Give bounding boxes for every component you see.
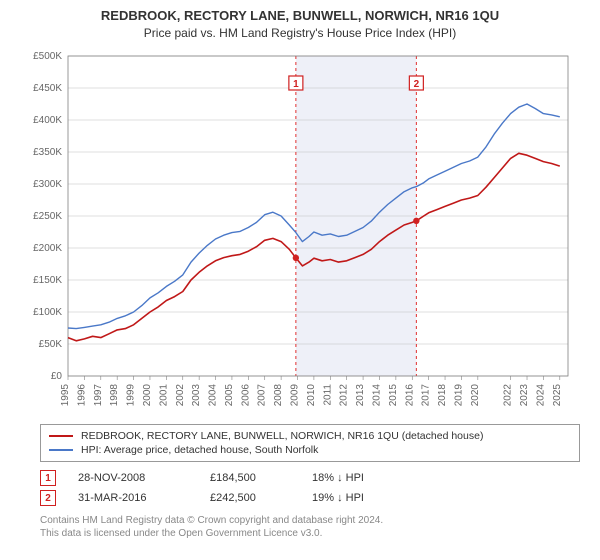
svg-text:£200K: £200K: [33, 243, 62, 254]
svg-text:2024: 2024: [535, 384, 546, 407]
svg-text:£50K: £50K: [39, 339, 63, 350]
legend-row-series-0: REDBROOK, RECTORY LANE, BUNWELL, NORWICH…: [49, 429, 571, 443]
svg-text:£150K: £150K: [33, 275, 62, 286]
point-date-2: 31-MAR-2016: [78, 492, 188, 504]
svg-text:2020: 2020: [470, 384, 481, 407]
legend-label-0: REDBROOK, RECTORY LANE, BUNWELL, NORWICH…: [81, 430, 483, 442]
legend-swatch-1: [49, 449, 73, 451]
svg-text:1999: 1999: [126, 384, 137, 407]
svg-text:1: 1: [293, 79, 299, 90]
svg-text:2018: 2018: [437, 384, 448, 407]
svg-text:£350K: £350K: [33, 147, 62, 158]
svg-text:2010: 2010: [306, 384, 317, 407]
footer-line-1: Contains HM Land Registry data © Crown c…: [40, 514, 580, 527]
svg-text:2002: 2002: [175, 384, 186, 407]
point-row-2: 2 31-MAR-2016 £242,500 19% ↓ HPI: [40, 488, 580, 508]
svg-text:2: 2: [414, 79, 420, 90]
svg-text:£100K: £100K: [33, 307, 62, 318]
svg-text:£500K: £500K: [33, 51, 62, 62]
svg-text:2017: 2017: [421, 384, 432, 407]
svg-text:2025: 2025: [552, 384, 563, 407]
svg-text:2022: 2022: [503, 384, 514, 407]
point-row-1: 1 28-NOV-2008 £184,500 18% ↓ HPI: [40, 468, 580, 488]
svg-text:£0: £0: [51, 371, 63, 382]
line-chart-svg: £0 £50K £100K £150K £200K £250K £300K £350K £400…: [20, 46, 580, 416]
svg-text:2009: 2009: [290, 384, 301, 407]
transaction-points-table: 1 28-NOV-2008 £184,500 18% ↓ HPI 2 31-MA…: [40, 468, 580, 508]
svg-text:£450K: £450K: [33, 83, 62, 94]
point-marker-1: 1: [40, 470, 56, 486]
chart-container: REDBROOK, RECTORY LANE, BUNWELL, NORWICH…: [0, 0, 600, 560]
svg-text:2001: 2001: [158, 384, 169, 407]
svg-text:2014: 2014: [371, 384, 382, 407]
chart-title: REDBROOK, RECTORY LANE, BUNWELL, NORWICH…: [0, 0, 600, 23]
svg-text:2023: 2023: [519, 384, 530, 407]
svg-text:2007: 2007: [257, 384, 268, 407]
footer-line-2: This data is licensed under the Open Gov…: [40, 527, 580, 540]
legend-label-1: HPI: Average price, detached house, Sout…: [81, 444, 318, 456]
svg-text:£300K: £300K: [33, 179, 62, 190]
svg-text:2012: 2012: [339, 384, 350, 407]
footer-attribution: Contains HM Land Registry data © Crown c…: [40, 514, 580, 540]
svg-text:2015: 2015: [388, 384, 399, 407]
svg-text:£250K: £250K: [33, 211, 62, 222]
legend-row-series-1: HPI: Average price, detached house, Sout…: [49, 443, 571, 457]
svg-text:£400K: £400K: [33, 115, 62, 126]
svg-text:2008: 2008: [273, 384, 284, 407]
svg-text:2005: 2005: [224, 384, 235, 407]
svg-text:2000: 2000: [142, 384, 153, 407]
point-delta-2: 19% ↓ HPI: [312, 492, 402, 504]
svg-text:2013: 2013: [355, 384, 366, 407]
chart-subtitle: Price paid vs. HM Land Registry's House …: [0, 23, 600, 46]
svg-text:1998: 1998: [109, 384, 120, 407]
point-date-1: 28-NOV-2008: [78, 472, 188, 484]
legend: REDBROOK, RECTORY LANE, BUNWELL, NORWICH…: [40, 424, 580, 462]
svg-text:2004: 2004: [208, 384, 219, 407]
point-delta-1: 18% ↓ HPI: [312, 472, 402, 484]
svg-text:2006: 2006: [240, 384, 251, 407]
point-price-2: £242,500: [210, 492, 290, 504]
point-marker-2: 2: [40, 490, 56, 506]
svg-text:1996: 1996: [76, 384, 87, 407]
svg-text:2003: 2003: [191, 384, 202, 407]
svg-text:1997: 1997: [93, 384, 104, 407]
svg-text:2011: 2011: [322, 384, 333, 406]
chart-plot-area: £0 £50K £100K £150K £200K £250K £300K £350K £400…: [20, 46, 580, 416]
svg-text:2019: 2019: [453, 384, 464, 407]
legend-swatch-0: [49, 435, 73, 437]
svg-text:2016: 2016: [404, 384, 415, 407]
point-price-1: £184,500: [210, 472, 290, 484]
svg-text:1995: 1995: [60, 384, 71, 407]
